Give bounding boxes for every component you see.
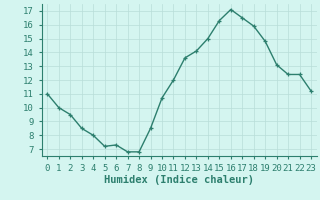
X-axis label: Humidex (Indice chaleur): Humidex (Indice chaleur): [104, 175, 254, 185]
